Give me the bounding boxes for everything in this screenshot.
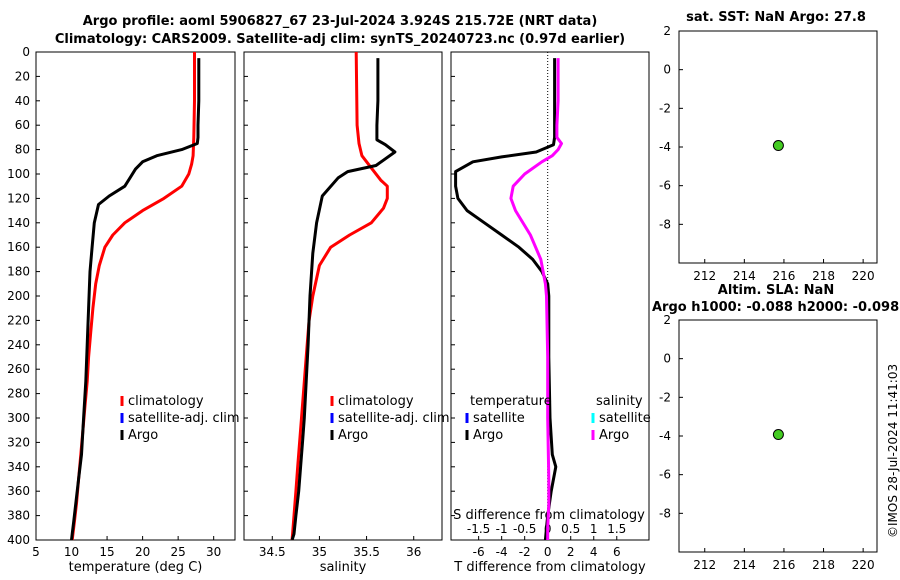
depth-tick-label: 360 (7, 484, 30, 498)
temperature-x-tick-label: 10 (64, 545, 79, 559)
salinity-xlabel: salinity (320, 560, 367, 575)
temperature-legend-item-label: Argo (128, 428, 158, 443)
salinity-difference-tick-label: 0.5 (561, 522, 580, 536)
depth-tick-label: 300 (7, 411, 30, 425)
difference-x-tick-label: -2 (519, 545, 531, 559)
sla-panel-title-2: Argo h1000: -0.088 h2000: -0.098 (652, 300, 900, 315)
temperature-x-tick-label: 15 (99, 545, 114, 559)
depth-tick-label: 320 (7, 435, 30, 449)
salinity-difference-tick-label: 1.5 (607, 522, 626, 536)
salinity-difference-tick-label: 1 (590, 522, 598, 536)
sla-y-tick-label: 0 (663, 352, 671, 366)
salinity-axes (243, 51, 443, 541)
salinity-x-tick-label: 36 (406, 545, 421, 559)
depth-tick-label: 400 (7, 533, 30, 547)
depth-tick-label: 20 (15, 69, 30, 83)
sst-y-tick-label: -6 (659, 179, 671, 193)
sst-y-tick-label: -4 (659, 140, 671, 154)
sst-y-tick-label: 0 (663, 63, 671, 77)
salinity-difference-tick-label: -1 (496, 522, 508, 536)
sla-x-tick-label: 212 (693, 558, 716, 572)
salinity-series-argo (290, 58, 397, 541)
sst-y-tick-label: -8 (659, 217, 671, 231)
depth-tick-label: 60 (15, 118, 30, 132)
sla-y-tick-label: -4 (659, 429, 671, 443)
sla-x-tick-label: 214 (733, 558, 756, 572)
sst-x-tick-label: 216 (772, 269, 795, 283)
depth-tick-label: 100 (7, 167, 30, 181)
salinity-legend-item-label: satellite-adj. clim (338, 411, 450, 426)
salinity-difference-tick-label: -1.5 (467, 522, 490, 536)
figure-title-line2: Climatology: CARS2009. Satellite-adj cli… (54, 32, 626, 47)
difference-legend-salinity-item-label: Argo (599, 428, 629, 443)
sst-x-tick-label: 220 (852, 269, 875, 283)
depth-tick-label: 140 (7, 216, 30, 230)
salinity-legend-item-label: climatology (338, 394, 414, 409)
sst-panel-title: sat. SST: NaN Argo: 27.8 (686, 10, 866, 25)
depth-tick-label: 120 (7, 191, 30, 205)
depth-tick-label: 180 (7, 265, 30, 279)
difference-x-tick-label: 6 (613, 545, 621, 559)
salinity-x-tick-label: 35 (312, 545, 327, 559)
temperature-series-argo (70, 58, 201, 541)
difference-series-salinity (509, 58, 563, 540)
temperature-axes (35, 51, 236, 541)
difference-legend-temperature-title: temperature (470, 394, 552, 409)
sst-x-tick-label: 214 (733, 269, 756, 283)
sla-x-tick-label: 216 (772, 558, 795, 572)
sst-y-tick-label: 2 (663, 24, 671, 38)
depth-tick-label: 160 (7, 240, 30, 254)
depth-tick-label: 340 (7, 460, 30, 474)
sla-y-tick-label: -8 (659, 506, 671, 520)
salinity-legend-item-label: Argo (338, 428, 368, 443)
difference-x-tick-label: -6 (473, 545, 485, 559)
depth-tick-label: 380 (7, 509, 30, 523)
depth-tick-label: 40 (15, 94, 30, 108)
sst-y-tick-label: -2 (659, 101, 671, 115)
difference-x-tick-label: 0 (544, 545, 552, 559)
temperature-x-tick-label: 20 (135, 545, 150, 559)
difference-x-tick-label: -4 (496, 545, 508, 559)
temperature-x-tick-label: 25 (171, 545, 186, 559)
difference-x-tick-label: 4 (590, 545, 598, 559)
sla-x-tick-label: 220 (852, 558, 875, 572)
temperature-x-tick-label: 30 (206, 545, 221, 559)
figure-title-line1: Argo profile: aoml 5906827_67 23-Jul-202… (82, 14, 598, 29)
salinity-x-tick-label: 34.5 (259, 545, 286, 559)
difference-xlabel: T difference from climatology (453, 560, 646, 575)
salinity-x-tick-label: 35.5 (353, 545, 380, 559)
sla-y-tick-label: -6 (659, 468, 671, 482)
sst-x-tick-label: 212 (693, 269, 716, 283)
difference-series-temperature (454, 58, 558, 541)
sla-panel-title-1: Altim. SLA: NaN (717, 283, 835, 298)
depth-tick-label: 0 (22, 45, 30, 59)
sla-y-tick-label: -2 (659, 390, 671, 404)
sla-argo-location-point (772, 429, 784, 441)
sst-x-tick-label: 218 (812, 269, 835, 283)
difference-legend-temperature-item-label: Argo (473, 428, 503, 443)
depth-tick-label: 220 (7, 313, 30, 327)
difference-legend-salinity-title: salinity (596, 394, 643, 409)
difference-legend-temperature-item-label: satellite (473, 411, 525, 426)
depth-tick-label: 80 (15, 143, 30, 157)
salinity-series-climatology (290, 51, 389, 541)
sla-x-tick-label: 218 (812, 558, 835, 572)
depth-tick-label: 240 (7, 338, 30, 352)
temperature-xlabel: temperature (deg C) (69, 560, 203, 575)
difference-legend-salinity-item-label: satellite (599, 411, 651, 426)
depth-tick-label: 200 (7, 289, 30, 303)
salinity-difference-tick-label: -0.5 (513, 522, 536, 536)
sst-argo-location-point (772, 140, 784, 152)
temperature-legend-item-label: satellite-adj. clim (128, 411, 240, 426)
depth-tick-label: 280 (7, 387, 30, 401)
temperature-legend-item-label: climatology (128, 394, 204, 409)
sla-y-tick-label: 2 (663, 313, 671, 327)
difference-x-tick-label: 2 (567, 545, 575, 559)
depth-tick-label: 260 (7, 362, 30, 376)
temperature-x-tick-label: 5 (32, 545, 40, 559)
